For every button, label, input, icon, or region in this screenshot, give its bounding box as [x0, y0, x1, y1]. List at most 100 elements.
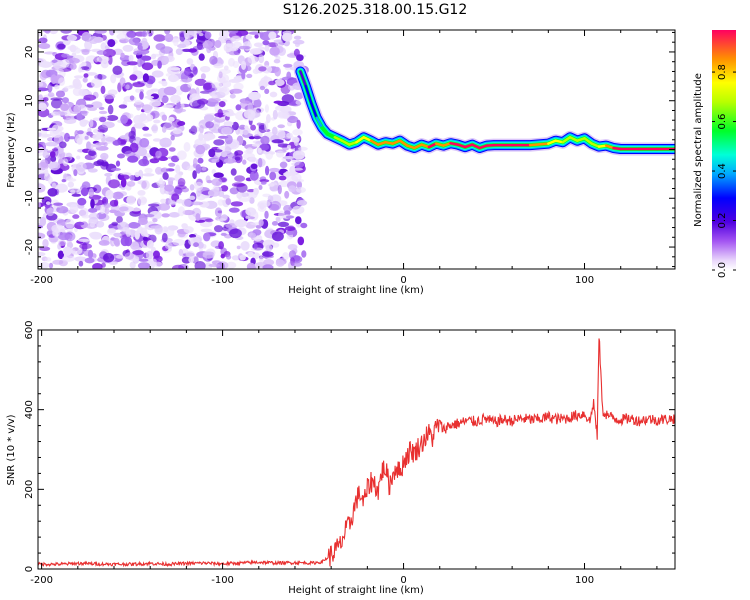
noise-speckle — [84, 135, 89, 140]
noise-speckle — [226, 254, 232, 260]
ridge-core-segment — [405, 144, 416, 150]
noise-speckle — [130, 241, 140, 250]
noise-speckle — [194, 261, 206, 269]
noise-speckle — [162, 104, 174, 109]
noise-speckle — [164, 184, 175, 192]
snr-y-axis-label: SNR (10 * v/v) — [6, 414, 17, 485]
noise-speckle — [247, 251, 254, 258]
noise-speckle — [165, 73, 173, 77]
colorbar-gradient — [712, 30, 736, 270]
noise-speckle — [295, 216, 302, 225]
noise-speckle — [271, 231, 284, 242]
ridge-core-segment — [442, 141, 452, 147]
noise-speckle — [38, 152, 43, 157]
noise-speckle — [137, 44, 143, 51]
noise-speckle — [92, 134, 102, 140]
noise-speckle — [269, 151, 275, 155]
noise-speckle — [107, 39, 116, 48]
noise-speckle — [202, 40, 214, 49]
noise-speckle — [139, 91, 144, 100]
noise-speckle — [50, 74, 58, 85]
noise-speckle — [38, 169, 46, 175]
noise-speckle — [229, 93, 236, 99]
noise-speckle — [204, 262, 212, 269]
noise-speckle — [259, 85, 266, 91]
noise-speckle — [137, 190, 146, 196]
noise-speckle — [223, 121, 234, 127]
noise-speckle — [67, 57, 80, 64]
ridge-core-segment — [427, 142, 438, 149]
noise-speckle — [270, 200, 281, 211]
noise-speckle — [273, 100, 283, 104]
noise-speckle — [184, 68, 191, 76]
noise-speckle — [195, 164, 202, 174]
noise-speckle — [265, 244, 273, 252]
noise-speckle — [291, 262, 303, 267]
noise-speckle — [66, 176, 73, 181]
noise-speckle — [207, 189, 221, 197]
noise-speckle — [39, 61, 53, 68]
noise-speckle — [70, 63, 77, 70]
noise-speckle — [75, 134, 83, 144]
noise-speckle — [38, 261, 50, 269]
noise-speckle — [200, 73, 206, 80]
noise-speckle — [87, 106, 98, 111]
noise-speckle — [52, 259, 64, 265]
noise-speckle — [100, 152, 109, 160]
noise-speckle — [192, 66, 198, 75]
ridge-core-segment — [583, 137, 594, 145]
noise-speckle — [229, 187, 239, 195]
noise-speckle — [61, 179, 66, 183]
noise-speckle — [38, 162, 49, 171]
noise-speckle — [272, 126, 278, 136]
noise-speckle — [161, 114, 167, 121]
noise-speckle — [235, 104, 242, 111]
noise-speckle — [38, 202, 41, 208]
noise-speckle — [284, 190, 290, 199]
noise-speckle — [275, 39, 284, 48]
noise-speckle — [38, 232, 46, 240]
noise-speckle — [189, 184, 195, 191]
noise-speckle — [253, 243, 258, 250]
noise-speckle — [107, 228, 117, 234]
noise-speckle — [96, 50, 107, 55]
ridge-core-segment — [420, 143, 431, 149]
noise-speckle — [200, 66, 211, 73]
y-tick-label: -10 — [24, 190, 35, 206]
noise-speckle — [92, 117, 101, 121]
ridge-core-segment — [478, 144, 489, 150]
noise-speckle — [48, 161, 61, 171]
x-tick-label: 100 — [575, 275, 594, 286]
noise-speckle — [256, 122, 263, 126]
noise-speckle — [55, 90, 66, 98]
noise-speckle — [135, 71, 143, 77]
noise-speckle — [47, 188, 58, 197]
noise-speckle — [128, 222, 141, 229]
noise-speckle — [126, 181, 136, 187]
colorbar-tick-label: 0.0 — [717, 262, 728, 278]
noise-speckle — [273, 59, 281, 64]
noise-speckle — [234, 175, 246, 182]
noise-speckle — [274, 66, 281, 77]
ridge-core-segment — [434, 142, 445, 147]
noise-speckle — [161, 95, 169, 104]
y-tick-label: 10 — [24, 94, 35, 107]
noise-speckle — [84, 104, 94, 108]
noise-speckle — [288, 185, 297, 193]
noise-speckle — [98, 106, 105, 110]
noise-speckle — [81, 61, 87, 67]
noise-speckle — [248, 232, 256, 238]
noise-speckle — [122, 44, 134, 52]
noise-speckle — [223, 158, 236, 164]
noise-speckle — [116, 33, 127, 40]
noise-speckle — [179, 32, 186, 42]
noise-speckle — [177, 150, 187, 160]
colorbar-tick-label: 0.6 — [717, 114, 728, 130]
noise-speckle — [211, 169, 217, 175]
noise-speckle — [194, 78, 207, 86]
x-tick-label: 0 — [400, 575, 406, 586]
chart-title: S126.2025.318.00.15.G12 — [282, 2, 468, 18]
noise-speckle — [170, 135, 175, 141]
noise-speckle — [103, 93, 116, 100]
noise-speckle — [203, 114, 215, 122]
